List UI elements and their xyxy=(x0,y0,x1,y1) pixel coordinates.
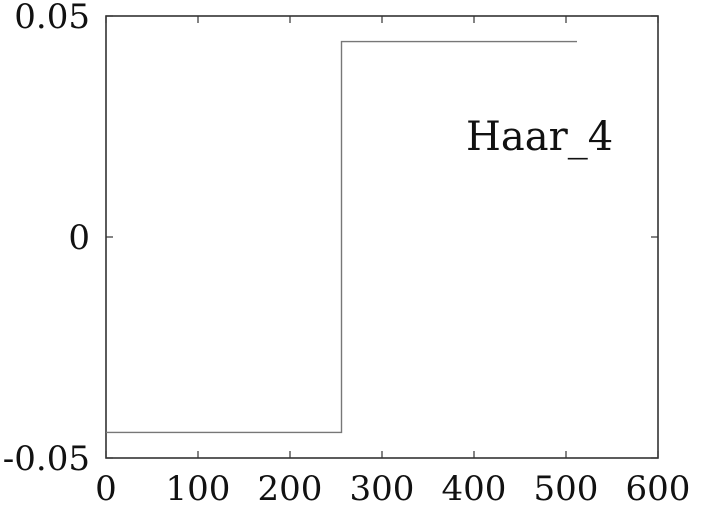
y-tick-label-2: 0.05 xyxy=(14,0,90,37)
x-tick-label-1: 100 xyxy=(166,469,231,509)
series-group xyxy=(106,40,577,434)
x-tick-label-2: 200 xyxy=(258,469,323,509)
x-tick-label-4: 400 xyxy=(442,469,507,509)
series-annotation: Haar_4 xyxy=(466,114,613,160)
y-tick-label-0: -0.05 xyxy=(3,439,90,479)
x-tick-label-0: 0 xyxy=(95,469,117,509)
plot-frame xyxy=(105,15,659,459)
x-tick-label-6: 600 xyxy=(626,469,691,509)
series-line-0 xyxy=(106,40,577,434)
x-tick-label-3: 300 xyxy=(350,469,415,509)
y-tick-label-1: 0 xyxy=(68,218,90,258)
x-tick-label-5: 500 xyxy=(534,469,599,509)
axis-ticks xyxy=(105,15,659,459)
